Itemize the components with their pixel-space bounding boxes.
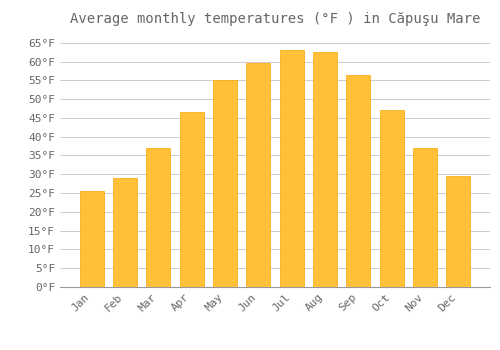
Bar [113, 178, 137, 287]
Bar [246, 63, 270, 287]
Title: Average monthly temperatures (°F ) in Căpuşu Mare: Average monthly temperatures (°F ) in Că… [70, 12, 480, 26]
Bar [213, 80, 237, 287]
Bar [313, 52, 337, 287]
Bar [80, 191, 104, 287]
Bar [346, 75, 370, 287]
Bar [280, 50, 303, 287]
Bar [180, 112, 204, 287]
Bar [446, 176, 470, 287]
Bar [380, 110, 404, 287]
Bar [413, 148, 437, 287]
Bar [146, 148, 171, 287]
